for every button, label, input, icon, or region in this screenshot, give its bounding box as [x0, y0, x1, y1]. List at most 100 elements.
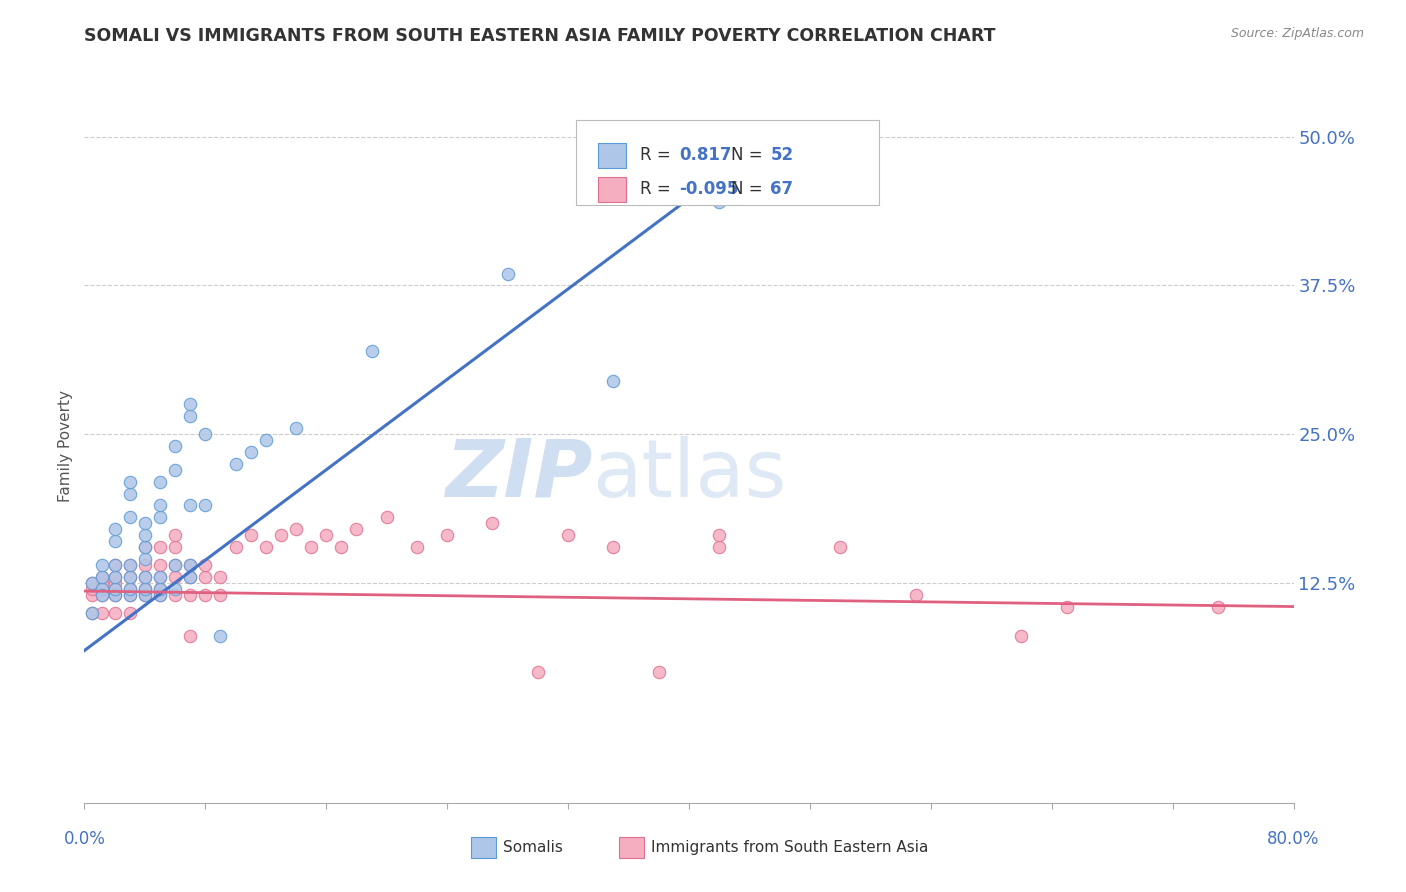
Point: [134, 516, 156, 531]
Point: [239, 528, 262, 542]
Point: [194, 558, 217, 572]
Point: [149, 510, 172, 524]
Point: [602, 374, 624, 388]
Point: [299, 540, 322, 554]
Text: Source: ZipAtlas.com: Source: ZipAtlas.com: [1230, 27, 1364, 40]
Point: [1206, 599, 1229, 614]
Point: [163, 570, 186, 584]
Point: [481, 516, 503, 531]
Point: [194, 570, 217, 584]
Point: [709, 195, 731, 210]
Point: [904, 588, 927, 602]
Point: [104, 558, 127, 572]
Point: [163, 528, 186, 542]
Point: [91, 570, 114, 584]
Point: [134, 540, 156, 554]
Point: [163, 463, 186, 477]
Point: [163, 540, 186, 554]
Point: [134, 588, 156, 602]
Point: [179, 558, 201, 572]
Point: [80, 588, 103, 602]
Point: [91, 575, 114, 590]
Point: [330, 540, 353, 554]
Text: N =: N =: [731, 180, 768, 198]
Text: 52: 52: [770, 146, 793, 164]
Point: [209, 570, 232, 584]
Point: [118, 558, 141, 572]
Point: [163, 582, 186, 596]
Point: [830, 540, 852, 554]
Point: [134, 570, 156, 584]
Text: N =: N =: [731, 146, 768, 164]
Point: [179, 499, 201, 513]
Point: [709, 540, 731, 554]
Point: [225, 457, 247, 471]
Point: [179, 570, 201, 584]
Point: [1056, 599, 1078, 614]
Point: [134, 528, 156, 542]
Point: [270, 528, 292, 542]
Point: [406, 540, 429, 554]
Point: [360, 343, 382, 358]
Point: [557, 528, 579, 542]
Point: [1010, 629, 1032, 643]
Point: [118, 510, 141, 524]
Point: [254, 433, 277, 447]
Point: [80, 582, 103, 596]
Point: [104, 606, 127, 620]
Point: [91, 606, 114, 620]
Point: [284, 522, 308, 536]
Point: [104, 575, 127, 590]
Text: 0.817: 0.817: [679, 146, 731, 164]
Point: [104, 582, 127, 596]
Point: [239, 445, 262, 459]
Point: [118, 606, 141, 620]
Point: [91, 582, 114, 596]
Point: [91, 558, 114, 572]
Point: [118, 558, 141, 572]
Text: R =: R =: [640, 146, 676, 164]
Text: atlas: atlas: [592, 435, 786, 514]
Point: [436, 528, 458, 542]
Point: [134, 552, 156, 566]
Point: [375, 510, 398, 524]
Point: [91, 588, 114, 602]
Point: [149, 588, 172, 602]
Point: [91, 588, 114, 602]
Point: [80, 606, 103, 620]
Text: R =: R =: [640, 180, 676, 198]
Point: [163, 558, 186, 572]
Point: [118, 582, 141, 596]
Point: [104, 570, 127, 584]
Point: [179, 409, 201, 424]
Point: [209, 629, 232, 643]
Point: [149, 582, 172, 596]
Point: [149, 588, 172, 602]
Point: [194, 588, 217, 602]
Text: SOMALI VS IMMIGRANTS FROM SOUTH EASTERN ASIA FAMILY POVERTY CORRELATION CHART: SOMALI VS IMMIGRANTS FROM SOUTH EASTERN …: [84, 27, 995, 45]
Point: [118, 582, 141, 596]
Point: [225, 540, 247, 554]
Text: 80.0%: 80.0%: [1267, 830, 1320, 847]
Point: [104, 588, 127, 602]
Point: [104, 522, 127, 536]
Text: ZIP: ZIP: [444, 435, 592, 514]
Point: [346, 522, 368, 536]
Point: [315, 528, 337, 542]
Point: [134, 558, 156, 572]
Y-axis label: Family Poverty: Family Poverty: [58, 390, 73, 502]
Point: [134, 582, 156, 596]
Point: [179, 629, 201, 643]
Point: [149, 570, 172, 584]
Point: [163, 558, 186, 572]
Point: [149, 570, 172, 584]
Point: [118, 588, 141, 602]
Point: [118, 486, 141, 500]
Point: [134, 582, 156, 596]
Point: [104, 558, 127, 572]
Point: [134, 540, 156, 554]
Point: [254, 540, 277, 554]
Point: [179, 588, 201, 602]
Point: [163, 588, 186, 602]
Point: [179, 558, 201, 572]
